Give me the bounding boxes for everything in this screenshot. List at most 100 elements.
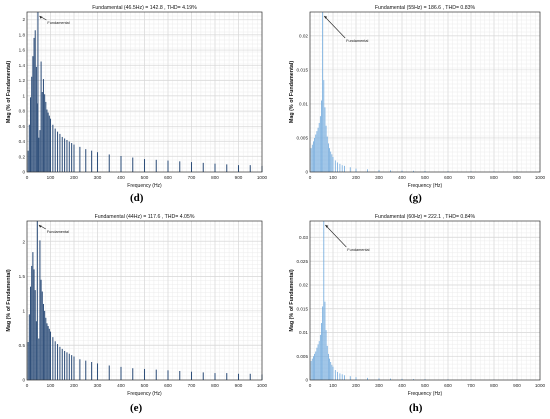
chart-panel-g: 0 100 200 300 400 500 600 700 800 900 1000 0 0.005 0.… [285,0,550,209]
bar [339,163,341,172]
annotation-arrowhead [325,225,329,228]
x-tick-label: 100 [47,175,55,180]
chart-h: 0 100 200 300 400 500 600 700 800 900 1000 0 0.005 0.… [289,214,546,397]
bar [424,379,426,380]
x-tick-label: 500 [421,383,429,388]
bar [321,323,322,380]
x-tick-label: 300 [94,175,102,180]
bar [96,363,99,380]
annotation-label: Fundamental [47,21,69,25]
bar [120,156,122,172]
x-tick-label: 0 [26,175,29,180]
x-axis-label: Frequency (Hz) [408,183,443,189]
bar [311,144,313,172]
x-tick-label: 600 [164,383,172,388]
y-tick-label: 0.2 [19,154,26,159]
bar [30,286,32,380]
y-tick-label: 2 [22,17,25,22]
axes-frame [26,220,263,381]
bar [390,378,391,380]
annotation-arrowhead [39,16,43,19]
x-tick-label: 600 [164,175,172,180]
y-tick-label: 0 [305,378,308,383]
annotation-arrow [323,15,346,39]
bar [323,80,325,172]
y-tick-label: 1.8 [19,32,26,37]
bar [319,334,321,380]
panel-label-e: (e) [130,402,143,414]
bar [34,290,36,380]
bar [332,366,334,380]
y-tick-label: 0.005 [297,136,309,141]
bar [27,150,29,172]
bar [313,356,314,380]
chart-title: Fundamental (60Hz) = 222.1 , THD= 0.84% [375,214,476,220]
x-axis-label: Frequency (Hz) [127,183,162,189]
chart-panel-d: 0 100 200 300 400 500 600 700 800 900 1000 0 0.2 0.4 0… [0,0,275,209]
bar [310,361,312,380]
bar [31,265,33,380]
bar [66,140,68,172]
y-tick-label: 0 [22,378,25,383]
bar [41,291,43,380]
bar [378,378,380,380]
bar [314,353,315,380]
axes-frame [309,11,541,173]
bar [49,331,52,380]
bar [413,379,414,380]
y-tick-label: 0.5 [19,343,26,348]
y-axis-label: Mag (% of Fundamental) [289,269,295,331]
bar [85,360,87,380]
bar [46,323,48,380]
x-tick-label: 800 [211,383,219,388]
bar [47,326,49,380]
bar [378,169,380,172]
bar [325,125,327,172]
bar [91,150,93,172]
panel-label-d: (d) [130,192,144,204]
x-tick-label: 700 [188,383,196,388]
bar [329,148,330,172]
chart-panel-h: 0 100 200 300 400 500 600 700 800 900 1000 0 0.005 0.… [285,210,550,419]
bar [324,107,326,172]
bar [367,169,368,172]
bar [132,368,134,380]
x-tick-label: 900 [235,383,243,388]
bar [57,344,59,380]
x-tick-label: 800 [490,175,498,180]
chart-title: Fundamental (55Hz) = 186.6 , THD= 0.83% [375,5,476,11]
bar [32,252,34,380]
bar [45,317,47,380]
bar [59,133,61,172]
x-tick-label: 600 [444,383,452,388]
annotation-label: Fundamental [47,230,69,234]
bar [322,306,324,380]
bar [61,136,63,172]
x-tick-label: 1000 [535,383,546,388]
x-tick-label: 900 [513,175,521,180]
bar [28,124,30,172]
bar [341,165,343,172]
bar [73,356,75,380]
bar [35,321,37,380]
x-tick-label: 100 [329,383,337,388]
annotation-label: Fundamental [346,39,368,43]
annotation-arrowhead [38,225,42,228]
bar [318,341,320,380]
bar [179,371,181,380]
x-tick-label: 100 [329,175,337,180]
bar [68,353,70,380]
bar [85,149,87,172]
chart-title: Fundamental (44Hz) = 117.6 , THD= 4.05% [95,214,195,220]
bar [44,310,46,380]
x-tick-label: 200 [70,383,78,388]
bar [38,137,40,172]
x-tick-label: 800 [211,175,219,180]
y-tick-label: 0.025 [297,259,309,264]
x-tick-label: 200 [352,175,360,180]
bar [390,170,391,172]
bar [334,370,336,380]
bar [349,376,351,380]
bar [316,131,318,172]
bar [332,157,334,172]
